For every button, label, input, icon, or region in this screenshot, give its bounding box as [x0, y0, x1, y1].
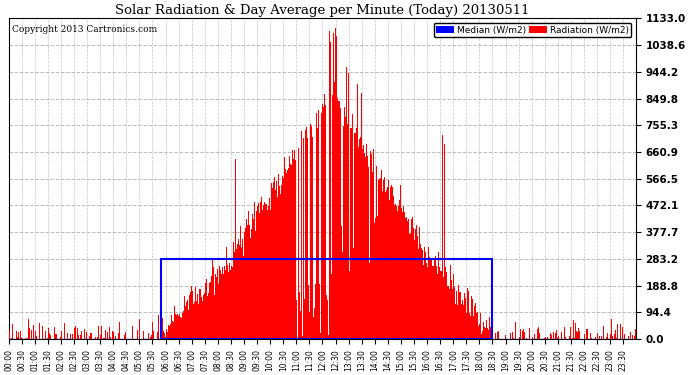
Legend: Median (W/m2), Radiation (W/m2): Median (W/m2), Radiation (W/m2)	[433, 23, 631, 37]
Text: Copyright 2013 Cartronics.com: Copyright 2013 Cartronics.com	[12, 25, 157, 34]
Bar	[161, 259, 493, 339]
Title: Solar Radiation & Day Average per Minute (Today) 20130511: Solar Radiation & Day Average per Minute…	[115, 4, 529, 17]
